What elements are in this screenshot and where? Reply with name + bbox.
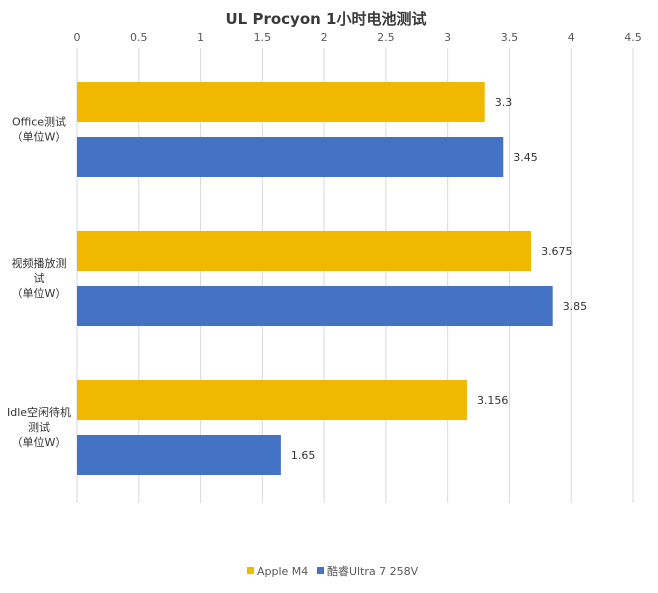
- category-label: Office测试: [12, 116, 66, 129]
- category-label: （单位W）: [12, 435, 67, 449]
- x-axis-ticks: 0 0.5 1 1.5 2 2.5 3 3.5 4 4.5: [74, 31, 642, 44]
- legend-label: 酷睿Ultra 7 258V: [327, 564, 419, 578]
- x-tick-label: 0: [74, 31, 81, 44]
- bar-apple-m4: [77, 380, 467, 420]
- legend: Apple M4 酷睿Ultra 7 258V: [247, 564, 419, 578]
- legend-label: Apple M4: [257, 565, 308, 578]
- bar-core-ultra-7-258v: [77, 137, 504, 177]
- category-label: Idle空闲待机: [7, 405, 71, 419]
- x-tick-label: 4.5: [624, 31, 642, 44]
- x-tick-label: 1: [197, 31, 204, 44]
- category-label: 视频播放测: [12, 256, 67, 270]
- data-label: 3.675: [541, 245, 573, 258]
- x-tick-label: 1.5: [254, 31, 272, 44]
- x-tick-label: 2: [321, 31, 328, 44]
- bar-apple-m4: [77, 82, 485, 122]
- data-labels: 3.3 3.45 3.675 3.85 3.156 1.65: [291, 96, 587, 462]
- data-label: 3.45: [513, 151, 538, 164]
- data-label: 3.85: [563, 300, 588, 313]
- gridlines: [76, 48, 634, 503]
- bar-apple-m4: [77, 231, 532, 271]
- bar-core-ultra-7-258v: [77, 435, 281, 475]
- legend-swatch: [247, 567, 254, 574]
- data-label: 3.3: [495, 96, 513, 109]
- x-tick-label: 3: [444, 31, 451, 44]
- x-tick-label: 0.5: [130, 31, 148, 44]
- legend-swatch: [317, 567, 324, 574]
- chart-title: UL Procyon 1小时电池测试: [226, 10, 427, 28]
- category-label: （单位W）: [12, 286, 67, 300]
- category-label: （单位W）: [12, 130, 67, 144]
- data-label: 3.156: [477, 394, 509, 407]
- bar-core-ultra-7-258v: [77, 286, 553, 326]
- x-tick-label: 4: [568, 31, 575, 44]
- x-tick-label: 2.5: [377, 31, 395, 44]
- data-label: 1.65: [291, 449, 316, 462]
- category-label: 测试: [28, 421, 50, 434]
- category-label: 试: [34, 272, 45, 285]
- bars: [77, 82, 553, 475]
- x-tick-label: 3.5: [501, 31, 519, 44]
